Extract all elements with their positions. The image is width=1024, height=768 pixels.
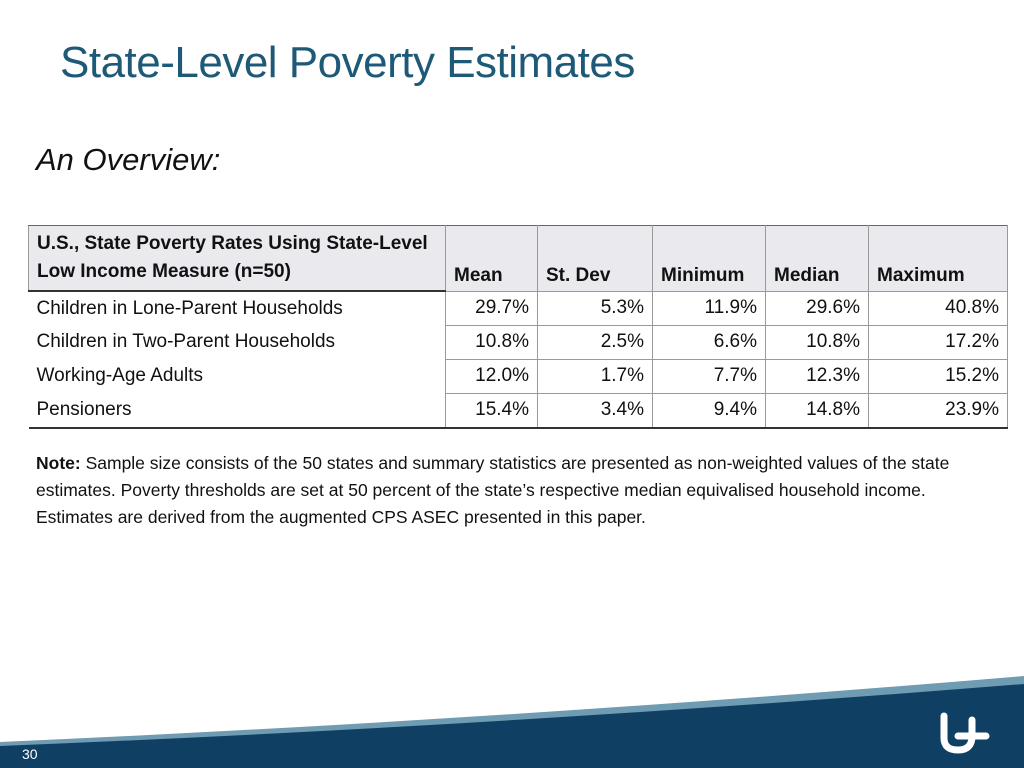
header-cell: Median (765, 225, 869, 292)
header-cell: Minimum (652, 225, 766, 292)
table-cell: 15.2% (868, 358, 1008, 394)
row-label: Pensioners (28, 393, 446, 429)
table-row: Working-Age Adults 12.0% 1.7% 7.7% 12.3% 15.2… (28, 358, 1008, 394)
table-row: Children in Two-Parent Households 10.8% 2.… (28, 324, 1008, 360)
table-row: Pensioners 15.4% 3.4% 9.4% 14.8% 23.9% (28, 392, 1008, 429)
header-cell: Mean (445, 225, 538, 292)
table-cell: 5.3% (537, 290, 653, 326)
table-cell: 7.7% (652, 358, 766, 394)
table-cell: 40.8% (868, 290, 1008, 326)
data-table: U.S., State Poverty Rates Using State-Le… (28, 225, 1008, 429)
table-cell: 14.8% (765, 392, 869, 429)
table-cell: 17.2% (868, 324, 1008, 360)
footer-band (0, 684, 1024, 768)
table-cell: 29.6% (765, 290, 869, 326)
table-row: Children in Lone-Parent Households 29.7% 5… (28, 290, 1008, 326)
table-cell: 2.5% (537, 324, 653, 360)
title: State-Level Poverty Estimates (60, 38, 635, 87)
table-cell: 10.8% (445, 324, 538, 360)
table-cell: 1.7% (537, 358, 653, 394)
table-cell: 10.8% (765, 324, 869, 360)
header-row: U.S., State Poverty Rates Using State-Le… (28, 225, 1008, 292)
subtitle: An Overview: (36, 142, 221, 177)
table-cell: 9.4% (652, 392, 766, 429)
note-label: Note: (36, 453, 81, 473)
table-cell: 12.0% (445, 358, 538, 394)
row-label: Children in Two-Parent Households (28, 325, 446, 359)
table-cell: 11.9% (652, 290, 766, 326)
table-cell: 6.6% (652, 324, 766, 360)
table-cell: 23.9% (868, 392, 1008, 429)
header-cell: Maximum (868, 225, 1008, 292)
page-number: 30 (22, 746, 38, 762)
table-cell: 3.4% (537, 392, 653, 429)
table-cell: 29.7% (445, 290, 538, 326)
header-cell: St. Dev (537, 225, 653, 292)
note: Note: Sample size consists of the 50 sta… (36, 450, 996, 531)
logo (940, 712, 990, 754)
header-cell: U.S., State Poverty Rates Using State-Le… (28, 225, 446, 292)
note-text: Sample size consists of the 50 states an… (36, 453, 950, 527)
row-label: Children in Lone-Parent Households (28, 291, 446, 325)
table-cell: 15.4% (445, 392, 538, 429)
row-label: Working-Age Adults (28, 359, 446, 393)
table-cell: 12.3% (765, 358, 869, 394)
